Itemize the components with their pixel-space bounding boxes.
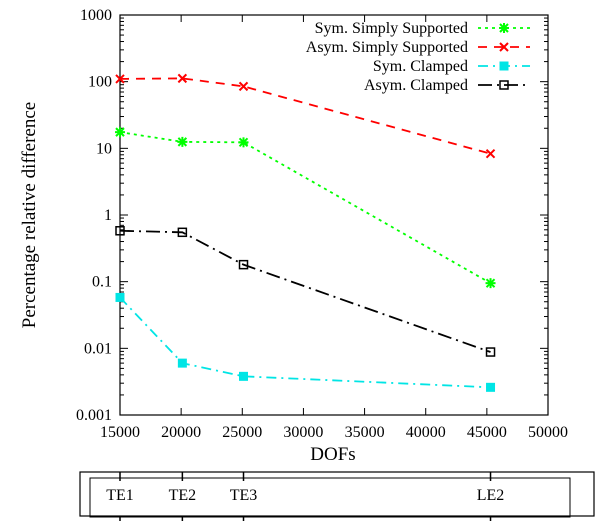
x-tick-label: 50000 — [528, 424, 568, 441]
legend-marker — [499, 61, 509, 71]
series-line-2 — [119, 296, 491, 389]
legend-marker-stroke — [499, 42, 509, 52]
x-tick-label: 30000 — [283, 424, 323, 441]
data-point-s1-p0-stroke — [115, 74, 125, 84]
data-point-s1-p2-stroke — [238, 81, 249, 92]
mesh-box-outer — [79, 471, 595, 517]
mesh-label: TE1 — [106, 487, 134, 504]
y-tick-label: 0.01 — [84, 340, 112, 357]
mesh-label: TE3 — [230, 487, 258, 504]
series-line-3 — [119, 229, 491, 353]
x-tick-label: 20000 — [161, 424, 201, 441]
series-line-0 — [119, 131, 491, 284]
y-tick-label: 100 — [88, 74, 112, 91]
data-point-s1-p0 — [115, 74, 125, 84]
y-tick-label: 1 — [104, 207, 112, 224]
data-point-s2-p2 — [239, 371, 249, 381]
data-point-s0-p0 — [115, 127, 125, 138]
x-tick-label: 25000 — [222, 424, 262, 441]
data-point-s3-p3 — [485, 347, 496, 357]
data-point-s1-p3-stroke — [485, 149, 496, 159]
data-point-s0-p2 — [238, 137, 249, 148]
x-tick-label: 35000 — [345, 424, 385, 441]
x-tick-label: 45000 — [467, 424, 507, 441]
mesh-label: LE2 — [477, 487, 505, 504]
legend-marker — [499, 23, 509, 33]
x-axis-title: DOFs — [310, 444, 355, 465]
data-point-s2-p1 — [177, 358, 187, 368]
y-axis-title: Percentage relative difference — [19, 102, 40, 328]
data-point-s1-p3 — [485, 149, 496, 159]
data-point-s1-p1-stroke — [177, 73, 188, 84]
legend-marker — [499, 42, 509, 52]
plot-frame — [119, 14, 549, 416]
data-point-s3-p2 — [238, 259, 249, 270]
mesh-box-inner — [89, 477, 571, 518]
data-point-s3-p1 — [177, 227, 188, 238]
y-tick-label: 0.1 — [92, 274, 112, 291]
legend-label: Asym. Clamped — [364, 77, 468, 94]
data-point-s1-p1 — [177, 73, 188, 84]
data-point-s3-p0 — [115, 226, 125, 236]
data-point-s2-p3 — [486, 382, 496, 392]
legend-label: Asym. Simply Supported — [306, 39, 468, 56]
legend-label: Sym. Clamped — [373, 58, 468, 75]
y-tick-label: 0.001 — [76, 407, 112, 424]
data-point-s0-p1 — [177, 136, 188, 147]
y-tick-label: 10 — [96, 140, 112, 157]
data-point-s1-p2 — [238, 81, 249, 92]
y-tick-label: 1000 — [80, 7, 112, 24]
data-point-s2-p0 — [115, 292, 125, 302]
legend-label: Sym. Simply Supported — [315, 20, 468, 37]
x-tick-label: 40000 — [406, 424, 446, 441]
legend-marker — [499, 80, 509, 90]
data-point-s0-p3 — [485, 278, 496, 289]
mesh-label: TE2 — [169, 487, 197, 504]
x-tick-label: 15000 — [100, 424, 140, 441]
